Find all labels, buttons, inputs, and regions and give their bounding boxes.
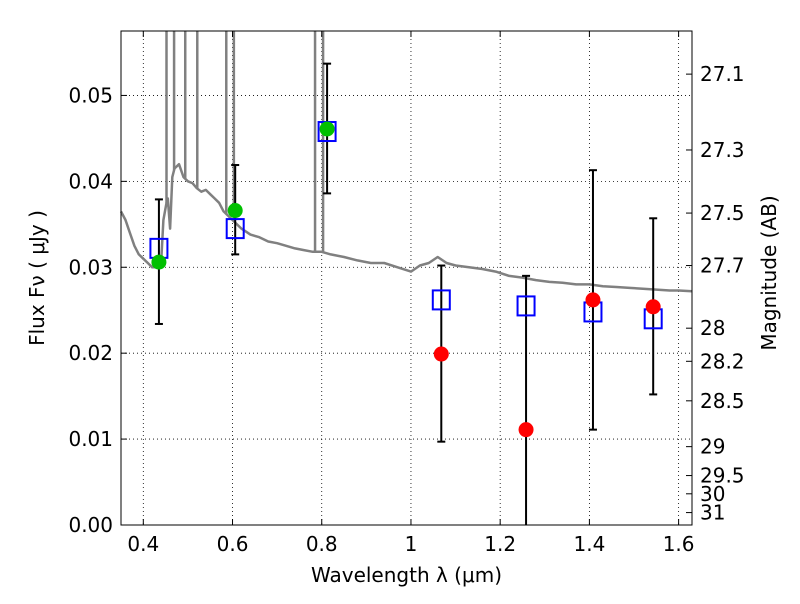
observed-flux-point xyxy=(433,346,449,362)
y-tick-label: 0.03 xyxy=(68,255,113,279)
magnitude-axis-label: Magnitude (AB) xyxy=(757,195,781,350)
observed-flux-point xyxy=(319,121,335,137)
model-box-layer xyxy=(149,121,663,330)
y-tick-label: 0.05 xyxy=(68,83,113,107)
y-axis-label: Flux Fν ( μJy ) xyxy=(25,210,49,346)
magnitude-tick-label: 27.1 xyxy=(700,62,745,86)
x-tick-label: 1.6 xyxy=(663,532,695,556)
observed-flux-point xyxy=(151,254,167,270)
grid-layer xyxy=(121,31,692,526)
magnitude-tick-label: 28.5 xyxy=(700,389,745,413)
x-tick-label: 1.4 xyxy=(573,532,605,556)
template-spectrum-line xyxy=(119,162,693,293)
x-tick-label: 1.2 xyxy=(484,532,516,556)
y-tick-label: 0.00 xyxy=(68,513,113,537)
magnitude-tick-label: 31 xyxy=(700,501,725,525)
magnitude-tick-label: 27.7 xyxy=(700,254,745,278)
model-flux-box xyxy=(431,289,451,311)
observed-flux-point xyxy=(585,292,601,308)
errorbar-layer xyxy=(154,62,658,525)
magnitude-tick-label: 29.5 xyxy=(700,464,745,488)
y-tick-label: 0.02 xyxy=(68,341,113,365)
model-flux-box xyxy=(225,218,245,240)
observed-flux-point xyxy=(645,299,661,315)
magnitude-tick-label: 30 xyxy=(700,482,725,506)
model-flux-box xyxy=(516,295,536,317)
magnitude-tick-label: 29 xyxy=(700,435,725,459)
x-tick-label: 1 xyxy=(405,532,418,556)
x-tick-label: 0.4 xyxy=(127,532,159,556)
y-tick-label: 0.04 xyxy=(68,169,113,193)
ticks-layer: 0.4 0.6 0.8 1 1.2 1.4 1.6 0.00 0.01 0.02 0.03 0.04 0… xyxy=(68,31,745,556)
magnitude-tick-label: 28 xyxy=(700,316,725,340)
observed-flux-point xyxy=(518,422,534,438)
magnitude-tick-label: 28.2 xyxy=(700,349,745,373)
magnitude-tick-label: 27.3 xyxy=(700,138,745,162)
magnitude-tick-label: 27.5 xyxy=(700,201,745,225)
y-tick-label: 0.01 xyxy=(68,427,113,451)
observation-point-layer xyxy=(151,121,661,438)
x-tick-label: 0.6 xyxy=(217,532,249,556)
template-spectrum-layer xyxy=(119,31,693,293)
x-tick-label: 0.8 xyxy=(306,532,338,556)
plot-frame xyxy=(120,30,693,526)
x-axis-label: Wavelength λ (μm) xyxy=(311,563,502,587)
observed-flux-point xyxy=(227,203,243,219)
